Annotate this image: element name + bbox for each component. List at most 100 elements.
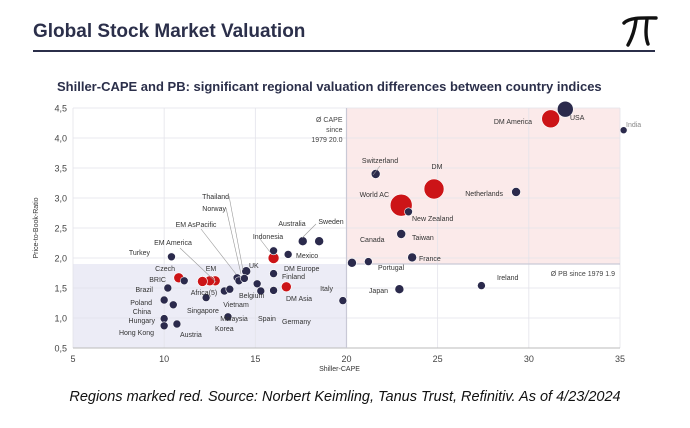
leader-line [228,195,244,271]
point-label: Japan [369,288,388,295]
country-point [159,295,169,305]
country-point [338,296,348,305]
point-label: Netherlands [465,191,503,198]
point-label: Korea [215,326,234,333]
region-point [541,109,561,129]
point-label: Indonesia [253,234,283,241]
point-label: Italy [320,286,333,293]
point-label: Finland [282,274,305,281]
y-tick-label: 2,0 [54,254,67,264]
point-label: Ireland [497,275,519,282]
country-point [201,293,211,302]
page-title: Global Stock Market Valuation [33,21,306,42]
point-label: DM Europe [284,266,320,273]
point-label: Turkey [129,250,151,257]
point-label: Thailand [202,194,229,201]
point-label: EM [206,266,217,273]
point-label: Hungary [129,318,156,325]
country-point [179,276,189,286]
chart-subtitle: Shiller-CAPE and PB: significant regiona… [57,79,602,94]
point-label: DM [432,164,443,171]
cape-average-label: Ø CAPE [316,117,343,124]
point-label: Germany [282,319,311,326]
point-label: France [419,256,441,263]
leader-line [200,228,237,275]
point-label: Taiwan [412,235,434,242]
country-point [297,236,308,246]
point-label: Africa(5) [191,290,217,297]
leader-line [372,165,381,176]
point-label: China [133,309,151,316]
point-label: Czech [155,266,175,273]
x-tick-label: 20 [341,354,351,364]
country-point [168,300,178,310]
header-divider [33,50,655,52]
point-label: Canada [360,237,385,244]
point-label: Poland [130,300,152,307]
pb-average-label: Ø PB since 1979 1.9 [551,271,615,278]
country-point [556,100,574,118]
point-label: Australia [278,221,305,228]
country-point [159,314,169,323]
country-point [269,246,278,256]
country-point [159,321,169,331]
country-point [225,284,235,294]
region-point [197,276,208,287]
point-label: UK [249,263,259,270]
cape-average-label: 1979 20.0 [311,137,342,144]
point-label: Austria [180,332,202,339]
point-label: Spain [258,316,276,323]
point-label: Norway [202,206,226,213]
country-point [240,274,249,283]
point-label: World AC [360,192,389,199]
point-label: Vietnam [223,302,249,309]
country-point [370,169,381,179]
point-label: India [626,122,641,129]
point-label: USA [570,115,585,122]
tanus-pi-icon [622,16,658,47]
point-label: Sweden [318,219,343,226]
point-label: EM America [154,240,192,247]
y-tick-label: 2,5 [54,224,67,234]
leader-line [179,247,217,283]
point-label: New Zealand [412,216,453,223]
point-label: Portugal [378,265,405,272]
country-point [163,283,173,293]
point-label: DM Asia [286,296,312,303]
country-point [269,286,278,295]
point-label: BRIC [149,277,166,284]
country-point [172,319,182,329]
country-point [404,207,413,217]
x-tick-label: 15 [250,354,260,364]
cape-average-label: since [326,127,342,134]
point-label: Singapore [187,308,219,315]
country-point [394,284,405,295]
country-point [364,257,373,266]
country-point [347,257,357,268]
y-tick-label: 0,5 [54,344,67,354]
country-point [223,312,233,322]
country-point [167,252,176,262]
x-tick-label: 25 [433,354,443,364]
y-tick-label: 4,5 [54,104,67,114]
country-point [252,279,262,289]
point-label: Malaysia [220,316,248,323]
x-tick-label: 5 [70,354,75,364]
country-point [283,250,293,259]
y-tick-label: 1,5 [54,284,67,294]
point-label: DM America [494,119,532,126]
country-point [477,281,486,290]
leader-line [259,238,271,253]
x-axis-title: Shiller-CAPE [319,366,360,373]
country-point [314,236,324,246]
y-tick-label: 3,0 [54,194,67,204]
region-point [281,281,292,293]
point-label: Belgium [239,293,264,300]
country-point [269,269,278,278]
y-tick-label: 1,0 [54,314,67,324]
x-tick-label: 35 [615,354,625,364]
country-point [511,187,521,197]
leader-line [225,207,242,275]
leader-line [301,223,317,239]
